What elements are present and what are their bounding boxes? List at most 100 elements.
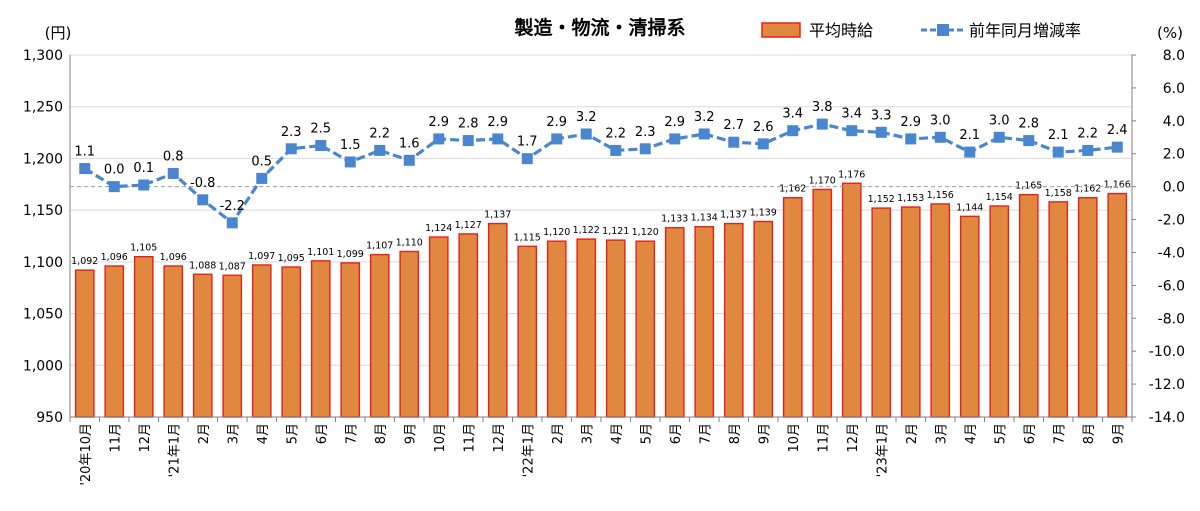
rate-value-label: 2.8 <box>458 117 479 132</box>
bar-value-label: 1,105 <box>130 243 157 254</box>
x-category-label: 9月 <box>1111 423 1126 444</box>
rate-value-label: 2.9 <box>900 115 921 130</box>
rate-marker <box>551 133 563 145</box>
bar-value-label: 1,110 <box>396 238 423 249</box>
bar-value-label: 1,170 <box>809 175 836 186</box>
left-tick-label: 1,300 <box>23 48 63 64</box>
rate-value-label: 1.5 <box>340 138 361 153</box>
x-category-label: 10月 <box>787 423 802 453</box>
rate-value-label: 2.1 <box>959 128 980 143</box>
rate-value-label: 2.9 <box>487 115 508 130</box>
rate-marker <box>79 163 91 175</box>
x-category-label: 7月 <box>344 423 359 444</box>
rate-marker <box>993 131 1005 143</box>
bar <box>458 233 479 418</box>
bar-value-label: 1,097 <box>248 251 275 262</box>
rate-value-label: 2.2 <box>1077 126 1098 141</box>
rate-marker <box>964 146 976 158</box>
bar <box>1107 192 1128 418</box>
bar-value-label: 1,095 <box>278 253 305 264</box>
left-tick-label: 1,250 <box>23 100 63 116</box>
right-tick-label: -10.0 <box>1149 344 1185 360</box>
bar <box>605 239 626 418</box>
x-category-label: 7月 <box>1052 423 1067 444</box>
rate-marker <box>521 153 533 165</box>
rate-marker <box>610 144 622 156</box>
rate-marker <box>816 118 828 130</box>
left-tick-label: 1,000 <box>23 358 63 374</box>
right-tick-label: 2.0 <box>1163 147 1185 163</box>
bar-value-label: 1,115 <box>514 232 541 243</box>
bar-value-label: 1,153 <box>897 193 924 204</box>
rate-marker <box>403 154 415 166</box>
bar-value-label: 1,134 <box>691 213 718 224</box>
right-tick-label: 8.0 <box>1163 48 1185 64</box>
left-tick-label: 1,150 <box>23 203 63 219</box>
bar <box>1077 197 1098 418</box>
x-category-label: 7月 <box>698 423 713 444</box>
right-axis-unit: (%) <box>1157 24 1183 42</box>
rate-marker <box>1023 135 1035 147</box>
x-category-label: 4月 <box>256 423 271 444</box>
legend: 平均時給 前年同月増減率 <box>761 21 1081 40</box>
x-category-label: 5月 <box>285 423 300 444</box>
rate-marker <box>492 133 504 145</box>
rate-marker <box>728 136 740 148</box>
rate-marker <box>344 156 356 168</box>
bar-value-label: 1,127 <box>455 220 482 231</box>
rate-marker <box>1052 146 1064 158</box>
x-category-label: '21年1月 <box>167 423 182 477</box>
bar <box>104 265 125 418</box>
bar-value-label: 1,122 <box>573 225 600 236</box>
line-series: 1.1 0.0 0.1 0.8 -0.8 -2.2 0.5 2.3 2.5 1.5 2.2 1.6 2.… <box>74 100 1128 229</box>
rate-value-label: 0.8 <box>163 149 184 164</box>
bar <box>576 238 597 418</box>
bar <box>281 266 302 418</box>
rate-value-label: 2.4 <box>1107 123 1128 138</box>
x-category-label: 3月 <box>580 423 595 444</box>
bar-value-label: 1,158 <box>1045 188 1072 199</box>
rate-value-label: 3.3 <box>871 108 892 123</box>
x-category-label: 8月 <box>728 423 743 444</box>
rate-value-label: 2.1 <box>1048 128 1069 143</box>
x-category-label: 8月 <box>1082 423 1097 444</box>
bar <box>900 206 921 418</box>
x-category-label: 4月 <box>964 423 979 444</box>
rate-value-label: 1.1 <box>74 145 95 160</box>
bar <box>192 273 213 418</box>
rate-marker <box>1111 141 1123 153</box>
bar-value-label: 1,096 <box>160 252 187 263</box>
bar <box>487 222 508 418</box>
x-category-label: 6月 <box>1023 423 1038 444</box>
x-category-label: 4月 <box>610 423 625 444</box>
left-axis-unit: (円) <box>45 24 72 42</box>
x-category-label: 2月 <box>905 423 920 444</box>
bar <box>74 269 95 418</box>
bar-value-label: 1,139 <box>750 208 777 219</box>
bar <box>546 240 567 418</box>
left-tick-label: 1,200 <box>23 151 63 167</box>
bar <box>989 205 1010 418</box>
rate-value-label: 2.7 <box>723 118 744 133</box>
rate-marker <box>669 133 681 145</box>
x-category-label: '23年1月 <box>875 423 890 477</box>
bar-value-label: 1,162 <box>779 184 806 195</box>
right-tick-label: -4.0 <box>1158 245 1185 261</box>
rate-marker <box>433 133 445 145</box>
x-category-label: 10月 <box>433 423 448 453</box>
x-axis: '20年10月 11月 12月 '21年1月 2月 3月 4月 5月 6月 7月 8月 9月 10月 11… <box>69 416 1133 486</box>
x-category-label: 3月 <box>226 423 241 444</box>
x-category-label: '22年1月 <box>521 423 536 477</box>
rate-value-label: 2.5 <box>310 122 331 137</box>
x-category-label: '20年10月 <box>79 423 94 486</box>
bar <box>1048 201 1069 418</box>
bar-value-label: 1,133 <box>661 214 688 225</box>
bar-value-label: 1,092 <box>71 256 98 267</box>
rate-value-label: -0.8 <box>190 176 215 191</box>
rate-value-label: 2.9 <box>428 115 449 130</box>
bar <box>369 253 390 418</box>
right-tick-label: -6.0 <box>1158 278 1185 294</box>
rate-marker <box>875 126 887 138</box>
x-category-label: 5月 <box>993 423 1008 444</box>
right-tick-label: 0.0 <box>1163 180 1185 196</box>
